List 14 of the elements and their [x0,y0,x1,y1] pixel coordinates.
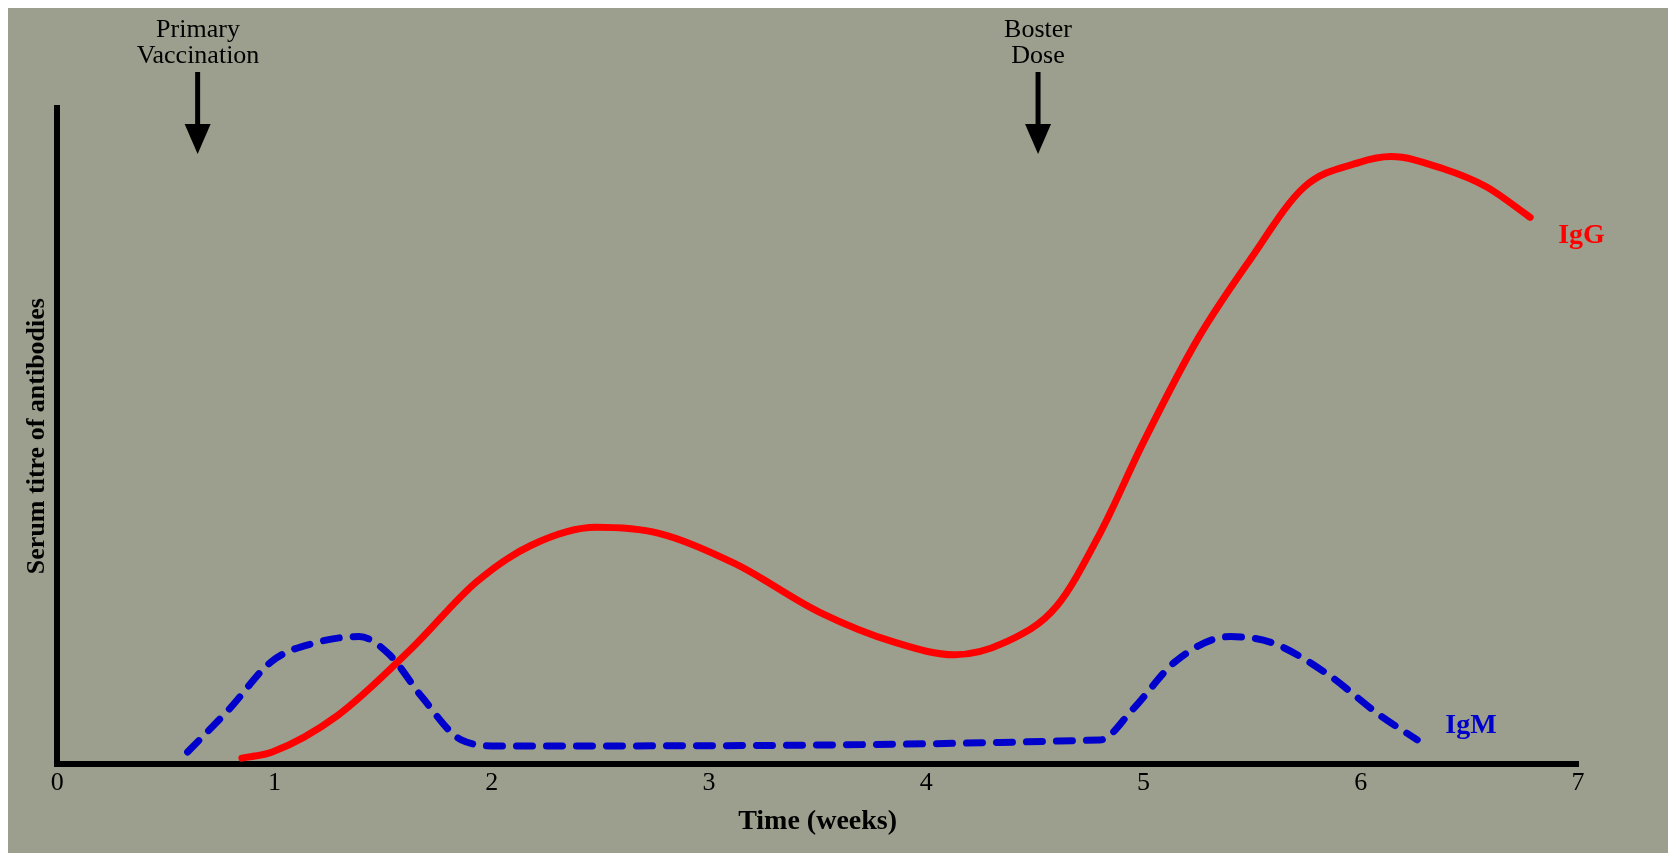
x-tick-label: 3 [702,766,716,796]
x-axis-title: Time (weeks) [738,804,898,836]
x-tick-label: 7 [1571,766,1585,796]
text: Boster Dose [1004,14,1072,69]
x-tick-label: 4 [919,766,933,796]
series-label: IgG [1558,217,1606,249]
y-axis-title: Serum titre of antibodies [21,298,51,575]
text: Primary Vaccination [136,14,260,69]
x-tick-label: 0 [50,766,64,796]
x-tick-label: 2 [485,766,499,796]
x-tick-label: 6 [1354,766,1368,796]
series-label: IgM [1445,708,1497,740]
x-tick-label: 5 [1136,766,1150,796]
x-tick-label: 1 [267,766,281,796]
